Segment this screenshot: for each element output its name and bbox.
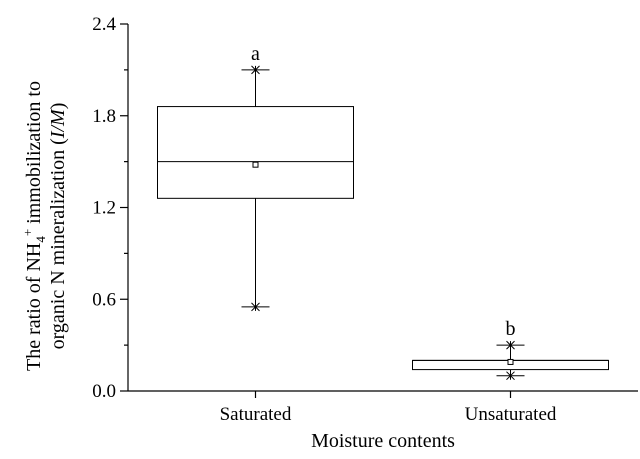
significance-letter: a <box>251 43 260 65</box>
max-marker <box>251 65 260 75</box>
y-axis-label-superscript: + <box>20 229 35 236</box>
y-axis-ticks: 0.0 0.6 1.2 1.8 2.4 <box>92 14 128 402</box>
x-tick-label: Saturated <box>220 404 292 425</box>
y-axis-label-text-4: ) <box>47 103 69 110</box>
y-axis-label: The ratio of NH4+ immobilization to orga… <box>20 81 69 371</box>
box-saturated: a <box>157 43 354 312</box>
mean-marker <box>507 358 514 365</box>
boxes: ab <box>157 43 609 381</box>
min-marker <box>506 371 515 381</box>
x-tick-label: Unsaturated <box>465 404 557 425</box>
svg-text:organic N mineralization (I/M): organic N mineralization (I/M) <box>47 103 69 350</box>
y-axis-label-text-1: The ratio of NH <box>23 243 45 371</box>
y-axis-label-text-3: organic N mineralization ( <box>47 138 69 350</box>
y-axis-label-subscript: 4 <box>33 236 48 243</box>
y-tick-label: 2.4 <box>92 14 116 35</box>
y-tick-label: 1.8 <box>92 106 116 127</box>
x-axis-label: Moisture contents <box>311 430 455 452</box>
svg-text:The ratio of NH4+ immobilizati: The ratio of NH4+ immobilization to <box>20 81 48 371</box>
max-marker <box>506 340 515 350</box>
significance-letter: b <box>506 318 516 340</box>
y-tick-label: 0.0 <box>92 381 116 402</box>
box-iqr <box>157 106 354 199</box>
min-marker <box>251 302 260 312</box>
box-unsaturated: b <box>412 318 609 381</box>
y-axis-label-text-2: immobilization to <box>23 81 45 229</box>
mean-marker <box>252 161 259 168</box>
y-axis-label-italic: I/M <box>47 108 69 139</box>
x-axis-tick-labels: Saturated Unsaturated <box>220 391 557 425</box>
y-tick-label: 1.2 <box>92 198 116 219</box>
y-tick-label: 0.6 <box>92 289 116 310</box>
axes <box>127 24 638 392</box>
